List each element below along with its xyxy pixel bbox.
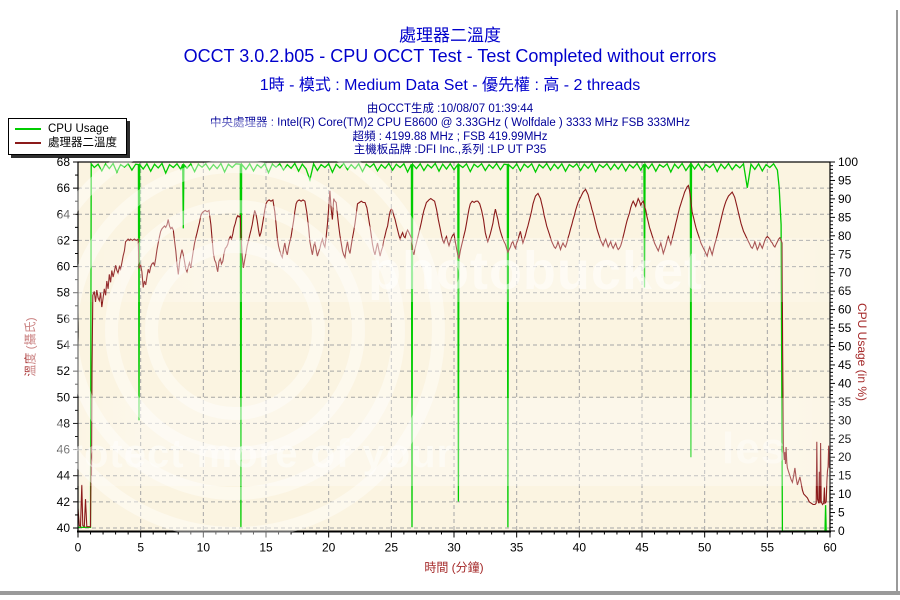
frame-bottom-edge — [0, 591, 900, 595]
svg-text:50: 50 — [57, 390, 71, 404]
svg-text:30: 30 — [447, 541, 461, 555]
svg-text:66: 66 — [57, 181, 71, 195]
svg-text:10: 10 — [838, 487, 852, 501]
x-axis-title: 時間 (分鐘) — [424, 560, 484, 575]
svg-text:40: 40 — [57, 521, 71, 535]
svg-text:48: 48 — [57, 416, 71, 430]
svg-text:30: 30 — [838, 413, 852, 427]
svg-text:65: 65 — [838, 284, 852, 298]
svg-text:95: 95 — [838, 173, 852, 187]
svg-text:64: 64 — [57, 207, 71, 221]
svg-text:5: 5 — [137, 541, 144, 555]
svg-text:15: 15 — [259, 541, 273, 555]
svg-text:85: 85 — [838, 210, 852, 224]
svg-text:80: 80 — [838, 229, 852, 243]
svg-text:60: 60 — [57, 260, 71, 274]
test-config-subtitle: 1時 - 模式 : Medium Data Set - 優先權 : 高 - 2 … — [259, 77, 641, 94]
svg-text:0: 0 — [838, 524, 845, 538]
overclock-info-line: 超頻 : 4199.88 MHz ; FSB 419.99MHz — [352, 131, 548, 143]
svg-text:10: 10 — [197, 541, 211, 555]
svg-text:60: 60 — [838, 303, 852, 317]
legend-label-cpu-usage: CPU Usage — [48, 122, 109, 135]
frame-right-edge — [896, 10, 898, 592]
svg-text:44: 44 — [57, 469, 71, 483]
svg-text:54: 54 — [57, 338, 71, 352]
svg-text:35: 35 — [510, 541, 524, 555]
chart-legend: CPU Usage 處理器二溫度 — [8, 118, 127, 155]
svg-text:46: 46 — [57, 443, 71, 457]
cpu-info-line: 中央處理器 : Intel(R) Core(TM)2 CPU E8600 @ 3… — [210, 117, 690, 129]
svg-text:25: 25 — [838, 432, 852, 446]
svg-text:68: 68 — [57, 155, 71, 169]
svg-text:52: 52 — [57, 364, 71, 378]
svg-text:40: 40 — [838, 376, 852, 390]
svg-text:50: 50 — [698, 541, 712, 555]
svg-text:35: 35 — [838, 395, 852, 409]
svg-text:45: 45 — [838, 358, 852, 372]
svg-text:42: 42 — [57, 495, 71, 509]
motherboard-info-line: 主機板品牌 :DFI Inc.,系列 :LP UT P35 — [353, 144, 547, 156]
y-axis-left-title: 溫度 (攝氏) — [23, 317, 38, 377]
svg-text:55: 55 — [838, 321, 852, 335]
svg-text:45: 45 — [635, 541, 649, 555]
svg-text:20: 20 — [322, 541, 336, 555]
svg-text:5: 5 — [838, 506, 845, 520]
svg-text:25: 25 — [385, 541, 399, 555]
page-title: 處理器二溫度 — [399, 26, 501, 45]
test-result-subtitle: OCCT 3.0.2.b05 - CPU OCCT Test - Test Co… — [183, 46, 717, 66]
svg-text:90: 90 — [838, 192, 852, 206]
legend-label-temperature: 處理器二溫度 — [48, 136, 117, 149]
svg-text:55: 55 — [761, 541, 775, 555]
svg-text:60: 60 — [823, 541, 837, 555]
svg-text:100: 100 — [838, 155, 858, 169]
svg-text:50: 50 — [838, 340, 852, 354]
temperature-line-swatch — [15, 142, 41, 144]
svg-text:40: 40 — [573, 541, 587, 555]
svg-text:70: 70 — [838, 266, 852, 280]
legend-item-temperature: 處理器二溫度 — [15, 136, 117, 150]
svg-text:58: 58 — [57, 286, 71, 300]
svg-text:75: 75 — [838, 247, 852, 261]
svg-text:0: 0 — [75, 541, 82, 555]
svg-text:62: 62 — [57, 233, 71, 247]
y-axis-right-title: CPU Usage (in %) — [855, 302, 869, 402]
cpu-usage-line-swatch — [15, 128, 41, 130]
generated-timestamp: 由OCCT生成 :10/08/07 01:39:44 — [366, 103, 534, 115]
svg-text:15: 15 — [838, 469, 852, 483]
legend-item-cpu-usage: CPU Usage — [15, 122, 117, 136]
svg-text:56: 56 — [57, 312, 71, 326]
svg-text:20: 20 — [838, 450, 852, 464]
